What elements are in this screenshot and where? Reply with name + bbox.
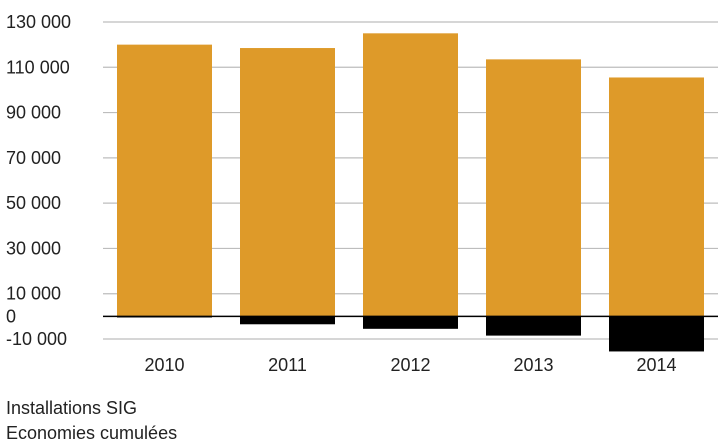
bar-economies-cumulees-2012 — [363, 316, 458, 329]
bar-chart: -10 000 010 000 30 000 50 000 70 000 90 000 11… — [6, 12, 718, 375]
y-tick-label-6: 90 000 — [6, 103, 61, 123]
x-tick-label-2011: 2011 — [268, 355, 307, 375]
bar-installations-sig-2011 — [240, 48, 335, 317]
y-tick-label-4: 50 000 — [6, 193, 61, 213]
bar-installations-sig-2012 — [363, 33, 458, 317]
bar-installations-sig-2013 — [486, 59, 581, 317]
bar-installations-sig-2010 — [117, 44, 212, 317]
bar-economies-cumulees-2013 — [486, 316, 581, 336]
y-tick-label-3: 30 000 — [6, 238, 61, 258]
y-tick-label-5: 70 000 — [6, 148, 61, 168]
bar-installations-sig-2014 — [609, 77, 704, 317]
x-tick-label-2012: 2012 — [390, 355, 430, 375]
y-axis-tick-labels: -10 000 010 000 30 000 50 000 70 000 90 000 11… — [6, 12, 71, 349]
x-tick-label-2010: 2010 — [144, 355, 184, 375]
y-tick-label-2: 10 000 — [6, 284, 61, 304]
x-tick-label-2014: 2014 — [636, 355, 676, 375]
x-axis-tick-labels: 2010 2011 2012 2013 2014 — [144, 355, 676, 375]
bar-economies-cumulees-2014 — [609, 316, 704, 352]
y-tick-label-8: 130 000 — [6, 12, 71, 32]
y-tick-label-0: -10 000 — [6, 329, 67, 349]
y-tick-label-7: 110 000 — [6, 57, 70, 77]
y-tick-label-1: 0 — [6, 306, 16, 326]
bar-economies-cumulees-2011 — [240, 316, 335, 325]
bars — [117, 33, 704, 352]
legend-entry-installations-sig: Installations SIG — [6, 398, 138, 418]
legend-entry-economies-cumulees: Economies cumulées — [6, 423, 178, 443]
x-tick-label-2013: 2013 — [513, 355, 553, 375]
